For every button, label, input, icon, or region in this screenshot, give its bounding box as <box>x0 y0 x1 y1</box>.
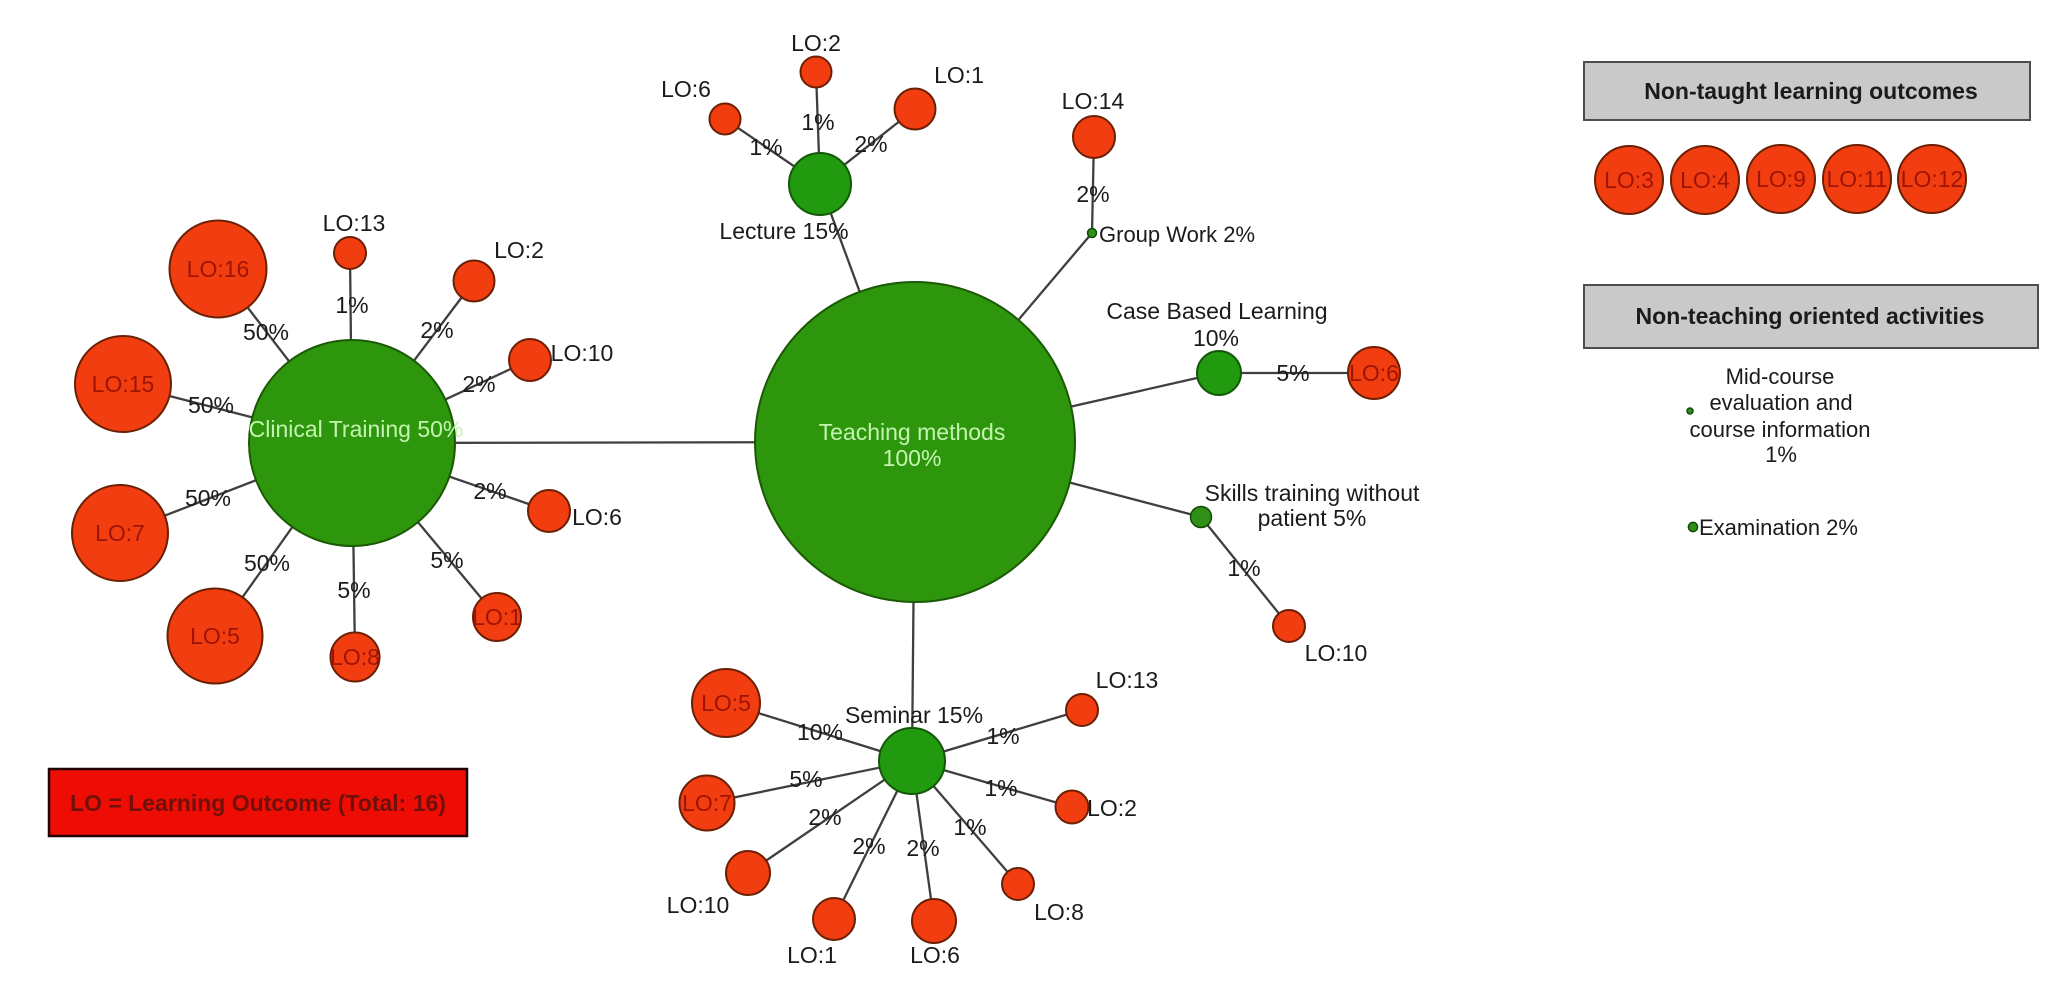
svg-text:1%: 1% <box>953 814 986 840</box>
svg-text:LO:16: LO:16 <box>187 256 250 282</box>
svg-text:Lecture 15%: Lecture 15% <box>719 218 848 244</box>
svg-text:2%: 2% <box>852 833 885 859</box>
svg-text:LO:11: LO:11 <box>1827 166 1888 192</box>
svg-text:50%: 50% <box>243 319 289 345</box>
svg-text:course information: course information <box>1690 417 1871 442</box>
svg-text:Teaching methods: Teaching methods <box>819 419 1006 445</box>
svg-text:Mid-course: Mid-course <box>1726 364 1835 389</box>
svg-text:LO:6: LO:6 <box>661 76 711 102</box>
svg-text:Group Work 2%: Group Work 2% <box>1099 222 1255 247</box>
svg-text:Non-teaching oriented activiti: Non-teaching oriented activities <box>1636 303 1985 329</box>
svg-text:5%: 5% <box>337 577 370 603</box>
svg-text:5%: 5% <box>430 547 463 573</box>
svg-text:2%: 2% <box>462 371 495 397</box>
svg-text:Seminar 15%: Seminar 15% <box>845 702 983 728</box>
svg-text:Skills training without: Skills training without <box>1205 480 1420 506</box>
svg-text:2%: 2% <box>420 317 453 343</box>
svg-text:LO:1: LO:1 <box>472 604 522 630</box>
svg-text:LO:7: LO:7 <box>95 520 145 546</box>
svg-text:2%: 2% <box>854 131 887 157</box>
svg-text:LO:13: LO:13 <box>1096 667 1159 693</box>
svg-text:patient 5%: patient 5% <box>1258 505 1367 531</box>
svg-text:2%: 2% <box>906 835 939 861</box>
svg-text:LO:2: LO:2 <box>791 30 841 56</box>
svg-text:LO:7: LO:7 <box>682 790 732 816</box>
svg-text:LO:5: LO:5 <box>701 690 751 716</box>
svg-text:50%: 50% <box>244 550 290 576</box>
svg-text:LO:2: LO:2 <box>494 237 544 263</box>
svg-text:LO:2: LO:2 <box>1087 795 1137 821</box>
svg-text:LO:13: LO:13 <box>323 210 386 236</box>
svg-text:1%: 1% <box>984 775 1017 801</box>
svg-text:LO:8: LO:8 <box>330 644 380 670</box>
svg-text:1%: 1% <box>749 134 782 160</box>
svg-text:2%: 2% <box>808 804 841 830</box>
svg-text:LO:14: LO:14 <box>1062 88 1125 114</box>
svg-text:LO:5: LO:5 <box>190 623 240 649</box>
svg-text:LO:8: LO:8 <box>1034 899 1084 925</box>
svg-text:LO:9: LO:9 <box>1756 166 1806 192</box>
svg-text:LO:10: LO:10 <box>551 340 614 366</box>
svg-text:2%: 2% <box>473 478 506 504</box>
svg-text:1%: 1% <box>986 723 1019 749</box>
svg-text:Case Based Learning: Case Based Learning <box>1106 298 1327 324</box>
svg-text:LO = Learning Outcome (Total:: LO = Learning Outcome (Total: 16) <box>70 790 446 816</box>
svg-text:10%: 10% <box>1193 325 1239 351</box>
svg-text:10%: 10% <box>797 719 843 745</box>
svg-text:LO:10: LO:10 <box>667 892 730 918</box>
svg-text:LO:4: LO:4 <box>1680 167 1730 193</box>
svg-text:Non-taught learning outcomes: Non-taught learning outcomes <box>1644 78 1978 104</box>
svg-text:Clinical Training 50%: Clinical Training 50% <box>249 416 464 442</box>
svg-text:50%: 50% <box>185 485 231 511</box>
svg-text:5%: 5% <box>789 766 822 792</box>
svg-text:5%: 5% <box>1276 360 1309 386</box>
svg-text:1%: 1% <box>1765 442 1797 467</box>
svg-text:LO:6: LO:6 <box>910 942 960 968</box>
svg-text:LO:12: LO:12 <box>1901 166 1964 192</box>
svg-text:LO:6: LO:6 <box>572 504 622 530</box>
svg-text:Examination 2%: Examination 2% <box>1699 515 1858 540</box>
svg-text:LO:3: LO:3 <box>1604 167 1654 193</box>
svg-text:LO:1: LO:1 <box>787 942 837 968</box>
svg-text:LO:6: LO:6 <box>1349 360 1399 386</box>
svg-text:1%: 1% <box>335 292 368 318</box>
svg-text:1%: 1% <box>801 109 834 135</box>
svg-text:LO:1: LO:1 <box>934 62 984 88</box>
svg-text:LO:10: LO:10 <box>1305 640 1368 666</box>
svg-text:1%: 1% <box>1227 555 1260 581</box>
svg-text:50%: 50% <box>188 392 234 418</box>
svg-text:evaluation and: evaluation and <box>1709 390 1852 415</box>
svg-text:LO:15: LO:15 <box>92 371 155 397</box>
svg-text:2%: 2% <box>1076 181 1109 207</box>
svg-text:100%: 100% <box>883 445 942 471</box>
